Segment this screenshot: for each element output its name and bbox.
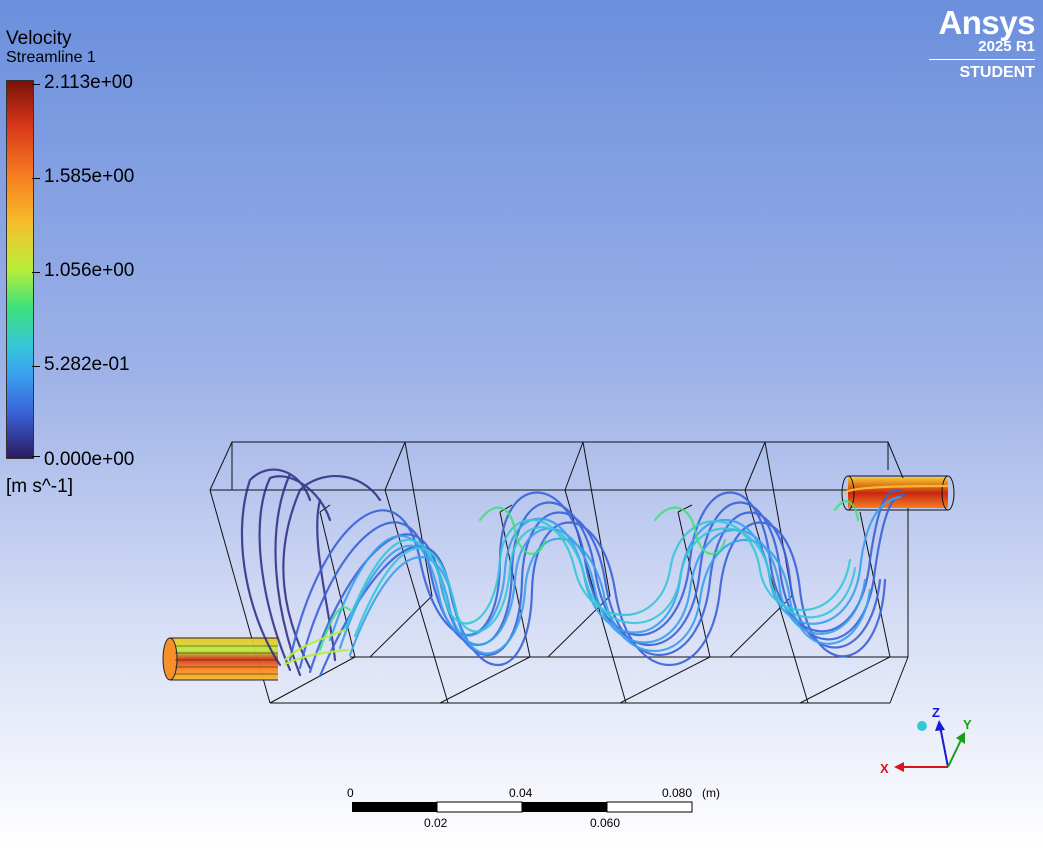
axis-z-label: Z	[932, 705, 940, 720]
legend-title: Velocity	[6, 28, 72, 49]
legend-tick	[32, 178, 40, 179]
legend-tick	[32, 456, 40, 457]
scale-bar	[352, 801, 693, 813]
axes-triad	[894, 720, 965, 772]
ansys-logo: Ansys 2025 R1 STUDENT	[923, 4, 1036, 82]
legend-tick	[32, 84, 40, 85]
geometry-wireframe	[209, 441, 909, 704]
legend-tick-label: 1.056e+00	[44, 260, 135, 281]
velocity-streamlines	[240, 468, 950, 678]
brand-edition: STUDENT	[959, 64, 1035, 81]
scale-label: 0.04	[509, 786, 533, 800]
axis-y-label: Y	[963, 717, 972, 732]
brand-divider	[929, 59, 1035, 60]
legend-units: [m s^-1]	[6, 476, 73, 497]
brand-version: 2025 R1	[978, 38, 1035, 55]
scale-label: 0.060	[590, 816, 621, 830]
legend-tick-label: 5.282e-01	[44, 354, 130, 375]
scale-label: 0.080	[662, 786, 693, 800]
color-legend-bar	[6, 80, 34, 459]
legend-tick-label: 0.000e+00	[44, 449, 135, 470]
scale-unit: (m)	[702, 786, 720, 800]
legend-tick	[32, 366, 40, 367]
legend-subtitle: Streamline 1	[6, 49, 96, 66]
scale-label: 0.02	[424, 816, 448, 830]
inlet-pipe	[162, 637, 278, 681]
legend-tick	[32, 272, 40, 273]
brand-name: Ansys	[938, 4, 1035, 41]
axis-x-label: X	[880, 761, 889, 776]
outlet-pipe	[841, 475, 955, 511]
scale-label: 0	[347, 786, 354, 800]
legend-tick-label: 2.113e+00	[44, 72, 133, 93]
legend-tick-label: 1.585e+00	[44, 166, 135, 187]
